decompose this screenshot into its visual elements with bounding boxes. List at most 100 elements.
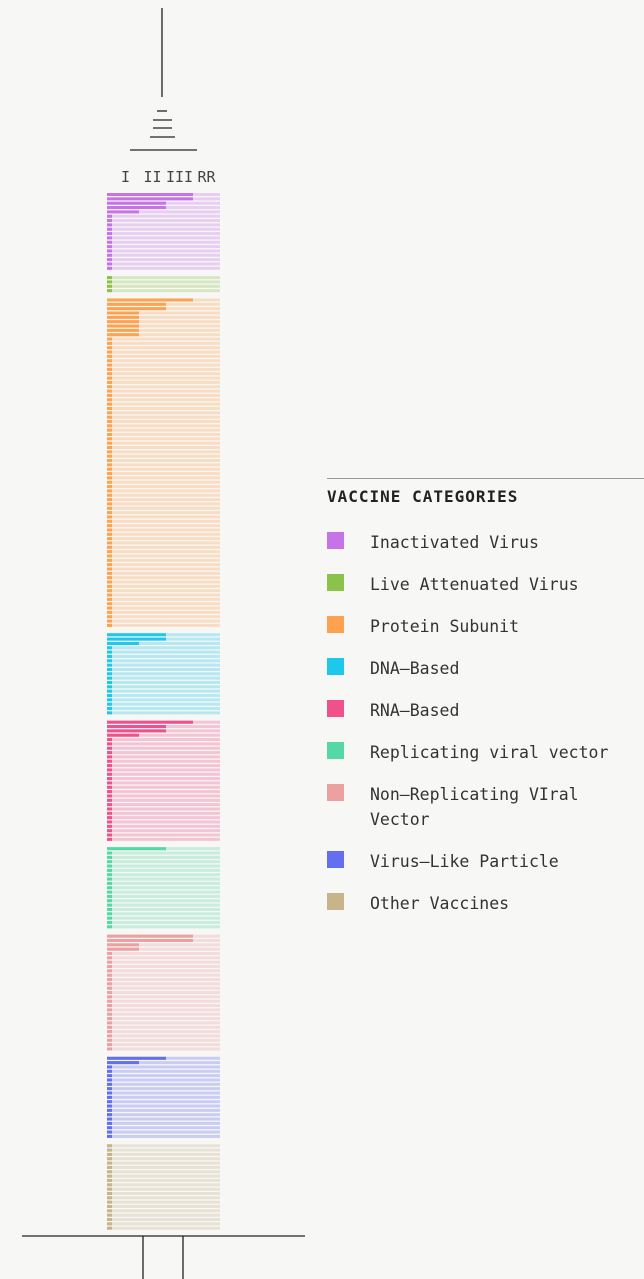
- row-background: [107, 1162, 220, 1165]
- row-background: [107, 738, 220, 741]
- phase-bar: [107, 254, 112, 257]
- row-background: [107, 1008, 220, 1011]
- phase-bar: [107, 943, 139, 946]
- phase-bar: [107, 1030, 112, 1033]
- row-background: [107, 567, 220, 570]
- row-background: [107, 672, 220, 675]
- phase-bar: [107, 450, 112, 453]
- phase-bar: [107, 751, 112, 754]
- row-background: [107, 249, 220, 252]
- row-background: [107, 472, 220, 475]
- row-background: [107, 1122, 220, 1125]
- phase-bar: [107, 554, 112, 557]
- phase-bar: [107, 338, 112, 341]
- row-background: [107, 258, 220, 261]
- row-background: [107, 952, 220, 955]
- row-background: [107, 1192, 220, 1195]
- phase-bar: [107, 1183, 112, 1186]
- phase-bar: [107, 232, 112, 235]
- phase-bar: [107, 1074, 112, 1077]
- phase-bar: [107, 891, 112, 894]
- phase-bar: [107, 694, 112, 697]
- phase-bar: [107, 550, 112, 553]
- legend-item: Virus–Like Particle: [327, 849, 644, 874]
- row-background: [107, 280, 220, 283]
- phase-bar: [107, 346, 112, 349]
- row-background: [107, 852, 220, 855]
- row-background: [107, 1070, 220, 1073]
- phase-bar: [107, 351, 112, 354]
- phase-bar: [107, 987, 112, 990]
- row-background: [107, 585, 220, 588]
- phase-bar: [107, 446, 112, 449]
- row-background: [107, 707, 220, 710]
- phase-bar: [107, 646, 112, 649]
- phase-bar: [107, 742, 112, 745]
- phase-bar: [107, 1157, 112, 1160]
- phase-bar: [107, 865, 112, 868]
- row-background: [107, 276, 220, 279]
- row-background: [107, 1013, 220, 1016]
- row-background: [107, 533, 220, 536]
- phase-bar: [107, 476, 112, 479]
- phase-bar: [107, 498, 112, 501]
- row-background: [107, 878, 220, 881]
- phase-bar: [107, 563, 112, 566]
- row-background: [107, 450, 220, 453]
- row-background: [107, 455, 220, 458]
- phase-bar: [107, 760, 112, 763]
- phase-bar: [107, 878, 112, 881]
- phase-bar: [107, 494, 112, 497]
- row-background: [107, 285, 220, 288]
- phase-bar: [107, 368, 112, 371]
- phase-bar: [107, 507, 112, 510]
- row-background: [107, 254, 220, 257]
- phase-bar: [107, 1021, 112, 1024]
- phase-bar: [107, 921, 112, 924]
- row-background: [107, 507, 220, 510]
- row-background: [107, 829, 220, 832]
- phase-bar: [107, 585, 112, 588]
- phase-bar: [107, 1087, 112, 1090]
- row-background: [107, 1074, 220, 1077]
- phase-bar: [107, 1196, 112, 1199]
- phase-bar: [107, 372, 112, 375]
- row-background: [107, 346, 220, 349]
- row-background: [107, 1004, 220, 1007]
- row-background: [107, 228, 220, 231]
- phase-bar: [107, 961, 112, 964]
- row-background: [107, 995, 220, 998]
- phase-bar: [107, 468, 112, 471]
- row-background: [107, 433, 220, 436]
- row-background: [107, 925, 220, 928]
- row-background: [107, 485, 220, 488]
- phase-bar: [107, 711, 112, 714]
- row-background: [107, 1043, 220, 1046]
- phase-bar: [107, 1170, 112, 1173]
- row-background: [107, 429, 220, 432]
- phase-bar: [107, 729, 166, 732]
- phase-bar: [107, 311, 139, 314]
- phase-bar: [107, 1043, 112, 1046]
- phase-bar: [107, 385, 112, 388]
- phase-bar: [107, 455, 112, 458]
- row-background: [107, 437, 220, 440]
- phase-bar: [107, 873, 112, 876]
- row-background: [107, 355, 220, 358]
- phase-bar: [107, 1201, 112, 1204]
- phase-bar: [107, 324, 139, 327]
- phase-bar: [107, 1000, 112, 1003]
- phase-bar: [107, 576, 112, 579]
- row-background: [107, 267, 220, 270]
- row-background: [107, 1100, 220, 1103]
- row-background: [107, 411, 220, 414]
- phase-bar: [107, 1144, 112, 1147]
- phase-bar: [107, 1179, 112, 1182]
- legend-swatch: [327, 658, 344, 675]
- phase-bar: [107, 567, 112, 570]
- row-background: [107, 1157, 220, 1160]
- phase-bar: [107, 193, 193, 196]
- row-background: [107, 685, 220, 688]
- phase-bar: [107, 790, 112, 793]
- row-background: [107, 615, 220, 618]
